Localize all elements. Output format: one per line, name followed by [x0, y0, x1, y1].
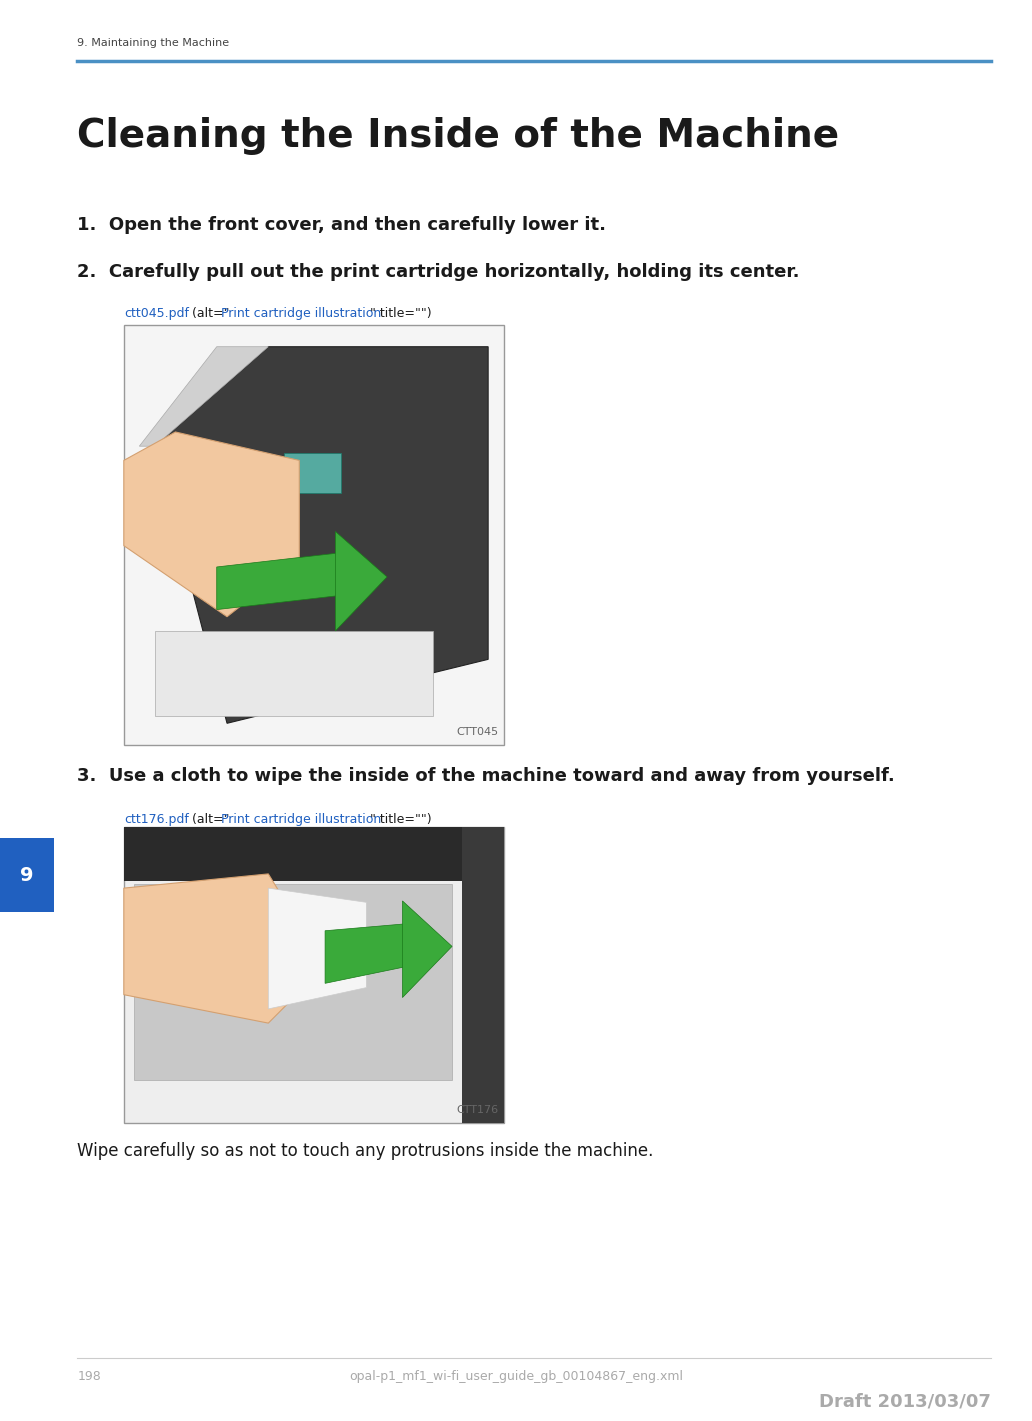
Polygon shape [155, 631, 433, 716]
Text: " title=""): " title="") [370, 307, 432, 320]
Text: (alt=": (alt=" [188, 813, 229, 826]
Polygon shape [335, 531, 387, 631]
Polygon shape [124, 874, 325, 1023]
FancyBboxPatch shape [0, 838, 54, 912]
FancyBboxPatch shape [462, 827, 504, 1123]
Polygon shape [155, 347, 488, 723]
Text: ctt045.pdf: ctt045.pdf [124, 307, 189, 320]
Text: CTT176: CTT176 [456, 1106, 498, 1115]
Polygon shape [325, 924, 408, 983]
Text: 3.  Use a cloth to wipe the inside of the machine toward and away from yourself.: 3. Use a cloth to wipe the inside of the… [77, 767, 895, 786]
Text: " title=""): " title="") [370, 813, 432, 826]
Text: 9. Maintaining the Machine: 9. Maintaining the Machine [77, 38, 229, 48]
Text: CTT045: CTT045 [456, 728, 498, 737]
Text: 198: 198 [77, 1370, 101, 1383]
FancyBboxPatch shape [284, 453, 341, 493]
FancyBboxPatch shape [124, 827, 504, 881]
Text: ctt176.pdf: ctt176.pdf [124, 813, 189, 826]
FancyBboxPatch shape [124, 325, 504, 745]
Text: 9: 9 [20, 865, 34, 885]
Polygon shape [139, 347, 268, 446]
Text: Draft 2013/03/07: Draft 2013/03/07 [818, 1393, 991, 1411]
Text: Cleaning the Inside of the Machine: Cleaning the Inside of the Machine [77, 117, 839, 155]
Polygon shape [124, 432, 299, 617]
Text: 1.  Open the front cover, and then carefully lower it.: 1. Open the front cover, and then carefu… [77, 216, 607, 234]
Text: (alt=": (alt=" [188, 307, 229, 320]
Text: Print cartridge illustration: Print cartridge illustration [221, 813, 381, 826]
Polygon shape [268, 888, 366, 1009]
Text: Print cartridge illustration: Print cartridge illustration [221, 307, 381, 320]
Polygon shape [402, 901, 452, 998]
Polygon shape [217, 553, 341, 610]
Text: 2.  Carefully pull out the print cartridge horizontally, holding its center.: 2. Carefully pull out the print cartridg… [77, 263, 800, 281]
Text: opal-p1_mf1_wi-fi_user_guide_gb_00104867_eng.xml: opal-p1_mf1_wi-fi_user_guide_gb_00104867… [349, 1370, 683, 1383]
FancyBboxPatch shape [124, 827, 504, 1123]
Text: Wipe carefully so as not to touch any protrusions inside the machine.: Wipe carefully so as not to touch any pr… [77, 1142, 654, 1161]
Polygon shape [134, 884, 452, 1080]
